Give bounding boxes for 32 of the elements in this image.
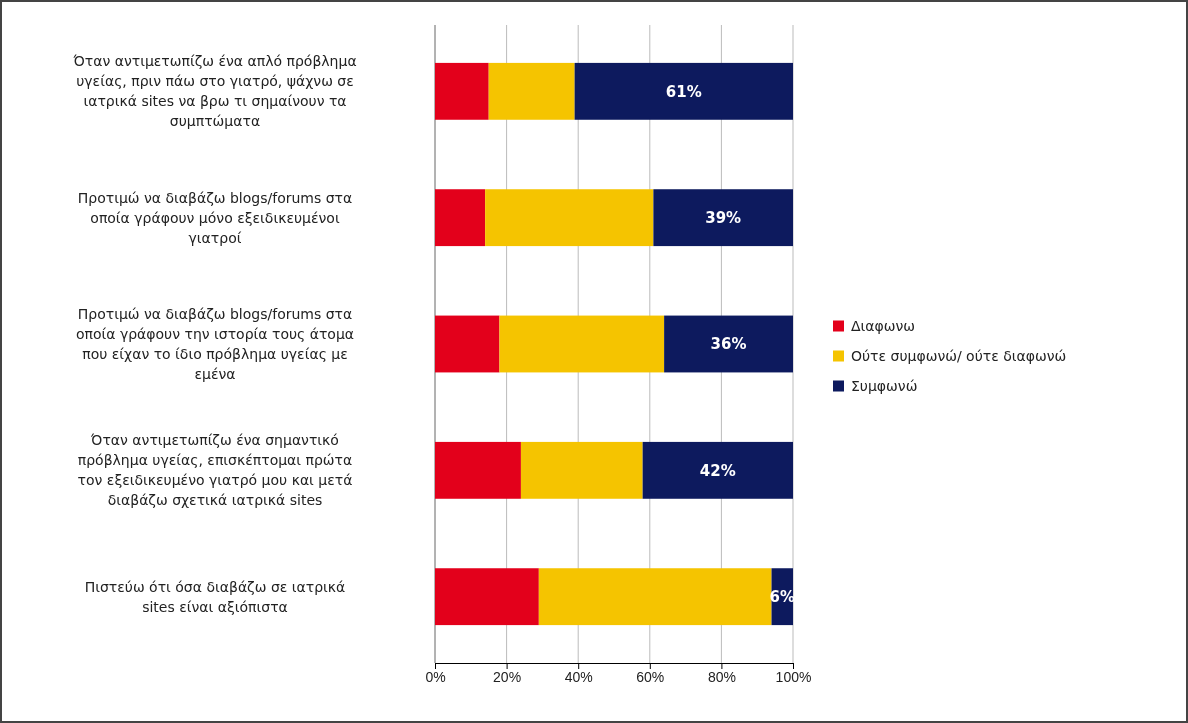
bar (435, 315, 500, 373)
bar (435, 441, 521, 499)
bar (435, 62, 489, 120)
y-tick-label: Όταν αντιμετωπίζω ένα απλό πρόβλημα υγείας, πριν πάω στο γιατρό, ψάχνω σε ιατρικά sites να βρω τι σημαίνουν τα συμπτώματα (72, 53, 357, 130)
y-tick-label: Προτιμώ να διαβάζω blogs/forums στα οποία γράφουν την ιστορία τους άτομα που είχαν το ίδιο πρόβλημα υγείας με εμένα (75, 305, 355, 382)
bar (485, 189, 654, 247)
data-label: 36% (710, 335, 747, 354)
bar (574, 62, 793, 120)
bar (538, 568, 772, 626)
x-tick-label: 40% (564, 668, 593, 685)
bar (499, 315, 665, 373)
data-label: 61% (665, 82, 702, 101)
bar (653, 189, 793, 247)
bar (435, 189, 486, 247)
y-tick-label: Όταν αντιμετωπίζω ένα σημαντικό πρόβλημα υγείας, επισκέπτομαι πρώτα τον εξειδικευμένο γιατρό μου και μετά διαβάζω σχετικά ιατρικά sites (77, 432, 353, 509)
legend-label: Συμφωνώ (851, 378, 918, 395)
legend-label: Ούτε συμφωνώ/ ούτε διαφωνώ (851, 348, 1067, 365)
x-tick-label: 80% (707, 668, 736, 685)
data-label: 42% (699, 461, 736, 480)
y-tick-label: Πιστεύω ότι όσα διαβάζω σε ιατρικά sites είναι αξιόπιστα (84, 578, 346, 615)
bar (642, 441, 793, 499)
x-tick-label: 0% (425, 668, 446, 685)
y-tick-label: Προτιμώ να διαβάζω blogs/forums στα οποία γράφουν μόνο εξειδικευμένοι γιατροί (77, 189, 353, 246)
x-tick-label: 60% (636, 668, 665, 685)
bar (488, 62, 575, 120)
x-tick-label: 20% (493, 668, 522, 685)
bar (664, 315, 793, 373)
bar (435, 568, 539, 626)
bar (520, 441, 643, 499)
legend-label: Διαφωνω (851, 318, 916, 335)
x-tick-label: 100% (775, 668, 812, 685)
data-label: 39% (705, 208, 742, 227)
